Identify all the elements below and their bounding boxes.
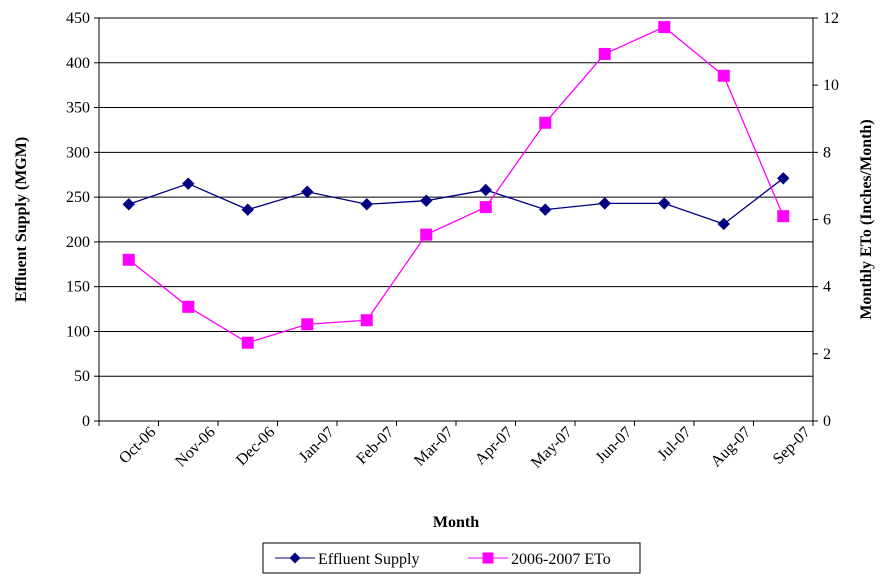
x-tick-label: Aug-07	[708, 424, 755, 471]
data-point	[658, 21, 671, 34]
y-tick-label: 250	[66, 189, 90, 206]
series-0	[122, 172, 790, 231]
right-axis-ticks: 0 2 4 6 8 10 12	[813, 10, 839, 430]
data-point	[122, 253, 135, 266]
x-tick-label: Apr-07	[472, 424, 516, 468]
data-point	[301, 318, 314, 331]
x-tick-label: Mar-07	[411, 424, 457, 470]
data-point	[420, 228, 433, 241]
legend-box	[262, 542, 641, 574]
data-point	[598, 197, 611, 210]
series-1	[122, 21, 790, 349]
data-point	[301, 185, 314, 198]
y-axis-title: Effluent Supply (MGM)	[13, 137, 30, 302]
x-axis-title: Month	[433, 514, 479, 531]
x-tick-label: Jul-07	[655, 424, 695, 464]
data-point	[539, 203, 552, 216]
x-tick-label: Feb-07	[353, 424, 397, 468]
y-tick-label: 100	[66, 323, 90, 340]
series-line	[128, 26, 784, 344]
y-tick-label: 350	[66, 100, 90, 117]
x-tick-label: Nov-06	[172, 424, 219, 471]
x-tick-label: Jan-07	[296, 424, 338, 466]
y2-tick-label: 4	[823, 279, 831, 296]
data-point	[598, 47, 611, 60]
data-point	[122, 198, 135, 211]
y-tick-label: 300	[66, 144, 90, 161]
data-point	[479, 201, 492, 214]
data-point	[241, 203, 254, 216]
data-point	[539, 116, 552, 129]
data-point	[479, 183, 492, 197]
data-point	[420, 194, 433, 207]
y-tick-label: 200	[66, 234, 90, 251]
y2-tick-label: 10	[823, 77, 839, 94]
legend: Effluent Supply 2006-2007 ETo	[262, 542, 641, 574]
series-layer	[122, 21, 790, 349]
y2-axis-title: Monthly ETo (Inches/Month)	[858, 119, 875, 319]
x-axis-ticks: Oct-06 Nov-06 Dec-06 Jan-07 Feb-07 Mar-07 Apr-…	[98, 421, 814, 472]
y-tick-label: 0	[82, 413, 90, 430]
data-point	[241, 336, 254, 349]
legend-marker-eto	[482, 552, 494, 564]
series-line	[128, 177, 784, 225]
data-point	[717, 217, 730, 231]
data-point	[360, 314, 373, 327]
y-tick-label: 450	[66, 10, 90, 27]
x-tick-label: Dec-06	[233, 424, 278, 469]
data-point	[360, 198, 373, 211]
y2-tick-label: 0	[823, 413, 831, 430]
x-tick-label: May-07	[528, 424, 576, 472]
legend-label-effluent-supply: Effluent Supply	[318, 551, 419, 568]
y-tick-label: 400	[66, 55, 90, 72]
data-point	[182, 300, 195, 313]
legend-label-eto: 2006-2007 ETo	[511, 551, 611, 568]
gridlines	[99, 17, 813, 377]
y2-tick-label: 6	[823, 212, 831, 229]
x-tick-label: Jun-07	[593, 424, 636, 467]
y2-tick-label: 2	[823, 346, 831, 363]
y2-tick-label: 12	[823, 10, 839, 27]
x-tick-label: Oct-06	[116, 424, 159, 467]
y-tick-label: 150	[66, 279, 90, 296]
data-point	[658, 197, 671, 210]
data-point	[182, 177, 195, 190]
legend-marker-effluent-supply	[289, 552, 301, 564]
plot-area-frame	[98, 17, 814, 422]
data-point	[777, 172, 790, 185]
x-tick-label: Sep-07	[770, 424, 814, 468]
data-point	[717, 69, 730, 82]
left-axis-ticks: 0 50 100 150 200 250 300 350 400 450	[66, 10, 99, 430]
data-point	[777, 210, 790, 223]
y-tick-label: 50	[74, 368, 90, 385]
y2-tick-label: 8	[823, 144, 831, 161]
